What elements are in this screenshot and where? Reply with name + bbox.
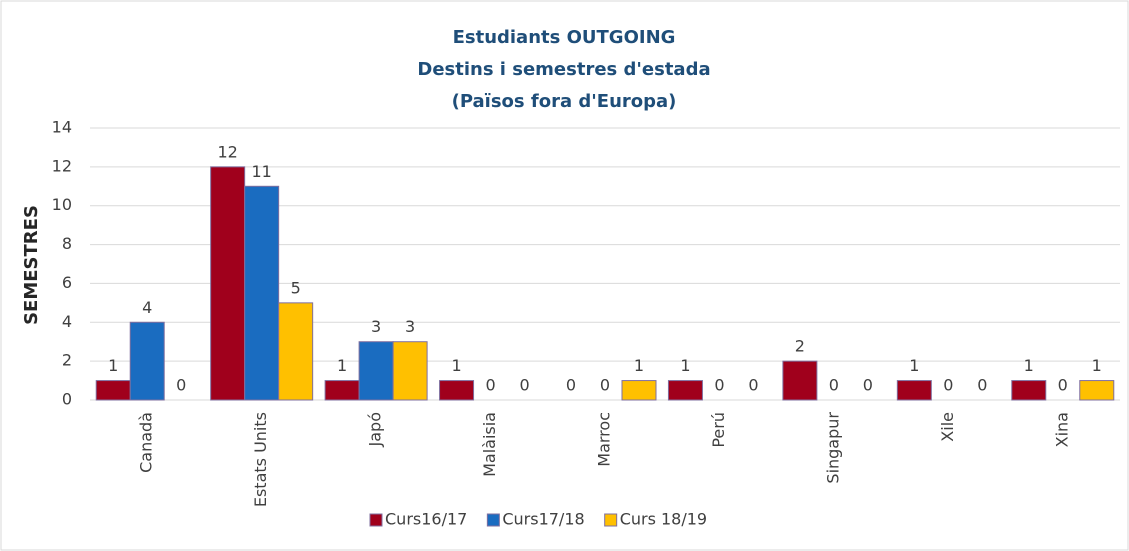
data-label: 3 [371, 317, 381, 336]
x-tick-label: Xina [1052, 412, 1071, 447]
data-label: 4 [142, 298, 152, 317]
x-tick-label: Singapur [823, 412, 842, 484]
data-label: 0 [485, 376, 495, 395]
y-tick-label: 8 [62, 234, 72, 253]
bar [1079, 380, 1115, 401]
data-label: 0 [863, 376, 873, 395]
legend-swatch [486, 513, 500, 527]
data-label: 1 [337, 356, 347, 375]
x-tick-label: Xile [938, 412, 957, 442]
bar [324, 380, 360, 401]
y-tick-label: 0 [62, 390, 72, 409]
bar [95, 380, 131, 401]
y-tick-label: 14 [52, 118, 72, 137]
data-label: 11 [251, 162, 271, 181]
data-label: 0 [519, 376, 529, 395]
y-tick-label: 2 [62, 351, 72, 370]
bar [782, 360, 818, 401]
x-tick-label: Marroc [595, 412, 614, 467]
data-label: 2 [795, 337, 805, 356]
y-tick-label: 4 [62, 312, 72, 331]
data-label: 5 [291, 278, 301, 297]
data-label: 1 [909, 356, 919, 375]
x-tick-label: Japó [366, 412, 385, 447]
x-tick-label: Perú [709, 412, 728, 448]
bar [278, 302, 314, 401]
data-label: 0 [943, 376, 953, 395]
data-label: 1 [1024, 356, 1034, 375]
bar [244, 185, 280, 401]
bar [392, 341, 428, 401]
bar [667, 380, 703, 401]
data-label: 1 [1092, 356, 1102, 375]
data-label: 3 [405, 317, 415, 336]
data-label: 1 [108, 356, 118, 375]
y-tick-label: 6 [62, 273, 72, 292]
bar [210, 166, 246, 401]
data-label: 1 [680, 356, 690, 375]
bar [896, 380, 932, 401]
legend-label: Curs17/18 [502, 510, 584, 529]
x-tick-label: Canadà [137, 412, 156, 473]
data-label: 0 [600, 376, 610, 395]
data-label: 0 [1058, 376, 1068, 395]
data-label: 0 [714, 376, 724, 395]
bar [358, 341, 394, 401]
data-label: 12 [217, 142, 237, 161]
chart-title: Destins i semestres d'estada [417, 59, 710, 80]
bar [129, 321, 165, 401]
y-tick-label: 12 [52, 156, 72, 175]
data-label: 0 [977, 376, 987, 395]
data-label: 0 [748, 376, 758, 395]
data-label: 0 [176, 376, 186, 395]
y-tick-label: 10 [52, 195, 72, 214]
legend-label: Curs 18/19 [620, 510, 707, 529]
data-label: 0 [566, 376, 576, 395]
chart-title: (Països fora d'Europa) [452, 91, 677, 112]
data-label: 0 [829, 376, 839, 395]
data-label: 1 [634, 356, 644, 375]
x-tick-label: Malàisia [480, 412, 499, 477]
bar [621, 380, 657, 401]
bar [1011, 380, 1047, 401]
legend-swatch [604, 513, 618, 527]
chart-title: Estudiants OUTGOING [453, 27, 676, 48]
bar [439, 380, 475, 401]
x-tick-label: Estats Units [251, 412, 270, 507]
legend-swatch [369, 513, 383, 527]
y-axis-label: SEMESTRES [21, 205, 42, 325]
data-label: 1 [451, 356, 461, 375]
legend-label: Curs16/17 [385, 510, 467, 529]
